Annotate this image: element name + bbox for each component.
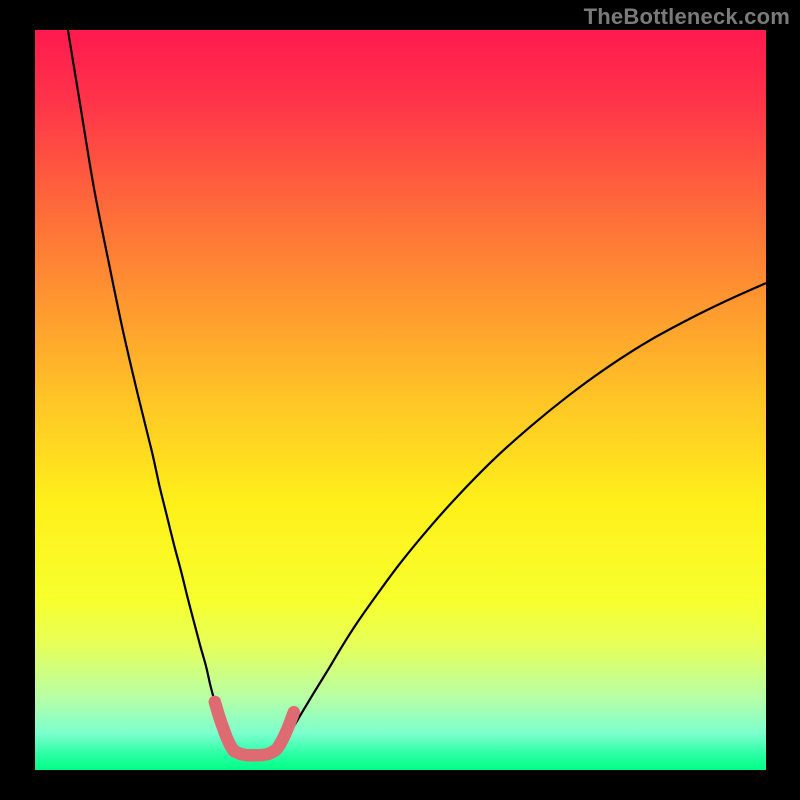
chart-svg — [0, 0, 800, 800]
watermark-text: TheBottleneck.com — [584, 4, 790, 30]
plot-area — [35, 30, 766, 770]
stage: TheBottleneck.com — [0, 0, 800, 800]
